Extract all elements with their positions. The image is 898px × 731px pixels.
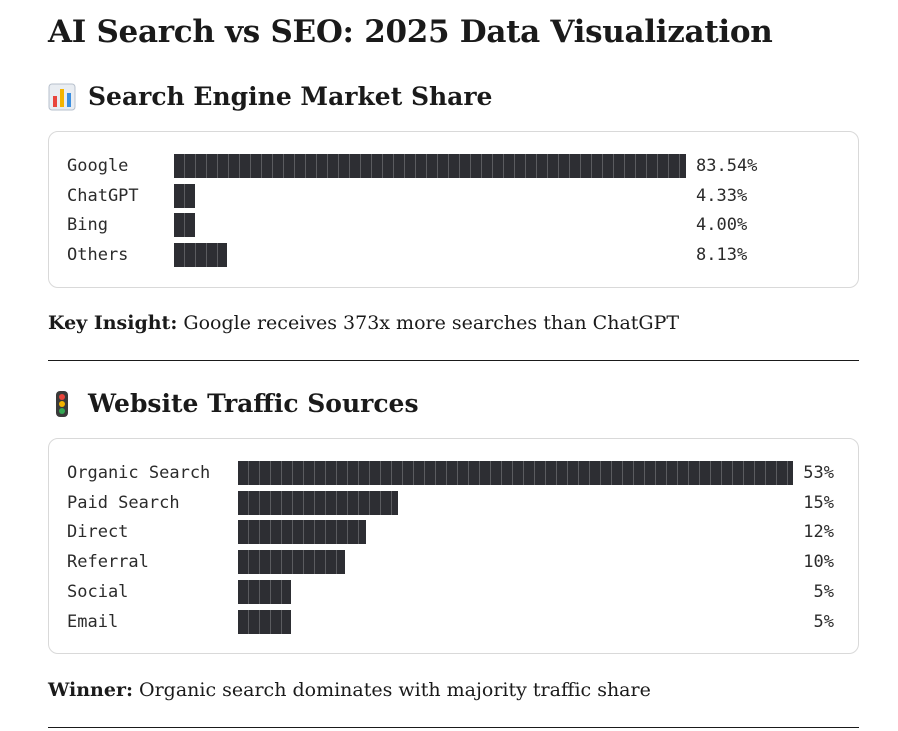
chart-row-label: Others: [67, 245, 129, 266]
traffic-light-icon: [48, 390, 78, 418]
chart-row-value: 5%: [813, 581, 834, 602]
chart-row: Others 8.13%: [49, 241, 858, 271]
chart-row: Social 5%: [49, 578, 858, 608]
chart-bar: [238, 609, 292, 634]
chart-row-value: 4.00%: [696, 215, 748, 236]
winner-text: Organic search dominates with majority t…: [132, 679, 651, 701]
chart-row: Direct 12%: [49, 518, 858, 548]
key-insight: Key Insight: Google receives 373x more s…: [48, 312, 679, 334]
chart-row: Referral 10%: [49, 548, 858, 578]
chart-row: Google 83.54%: [49, 152, 858, 182]
chart-row-label: Email: [67, 611, 119, 632]
chart-bar: [238, 461, 793, 485]
market-share-heading-text: Search Engine Market Share: [88, 82, 493, 111]
divider: [48, 360, 859, 361]
chart-row: Organic Search 53%: [49, 459, 858, 489]
key-insight-label: Key Insight:: [48, 312, 178, 334]
winner-label: Winner:: [48, 679, 133, 701]
chart-bar: [238, 490, 399, 515]
chart-row-label: Paid Search: [67, 492, 180, 513]
chart-bar: [238, 579, 292, 604]
chart-row-value: 4.33%: [696, 185, 748, 206]
key-insight-text: Google receives 373x more searches than …: [177, 312, 680, 334]
chart-bar: [238, 520, 367, 545]
chart-row-label: Organic Search: [67, 463, 211, 483]
divider: [48, 727, 859, 728]
chart-row: Email 5%: [49, 608, 858, 638]
chart-bar: [174, 154, 687, 178]
traffic-sources-heading-text: Website Traffic Sources: [88, 389, 419, 418]
market-share-heading: Search Engine Market Share: [48, 82, 492, 111]
chart-row-label: Social: [67, 581, 129, 602]
chart-row: Bing 4.00%: [49, 211, 858, 241]
chart-row-value: 8.13%: [696, 245, 748, 266]
bar-chart-icon: [48, 83, 78, 111]
chart-row-label: ChatGPT: [67, 185, 139, 206]
chart-row-label: Bing: [67, 215, 108, 236]
chart-row-value: 12%: [803, 522, 834, 543]
winner-note: Winner: Organic search dominates with ma…: [48, 679, 651, 701]
chart-row-value: 10%: [803, 552, 834, 573]
chart-row-label: Direct: [67, 522, 129, 543]
chart-row: Paid Search 15%: [49, 489, 858, 519]
chart-row-value: 5%: [813, 611, 834, 632]
traffic-sources-heading: Website Traffic Sources: [48, 389, 419, 418]
chart-row-value: 83.54%: [696, 156, 758, 176]
chart-row-label: Referral: [67, 552, 149, 573]
chart-row-label: Google: [67, 156, 129, 176]
chart-row-value: 53%: [803, 463, 834, 483]
chart-bar: [174, 183, 196, 208]
market-share-chart: Google 83.54% ChatGPT 4.33% Bing 4.00% Others 8…: [48, 131, 859, 288]
traffic-sources-chart: Organic Search 53% Paid Search 15% Direct 12%…: [48, 438, 859, 654]
chart-bar: [174, 213, 196, 238]
page-title: AI Search vs SEO: 2025 Data Visualizatio…: [48, 14, 773, 50]
chart-bar: [238, 550, 345, 575]
chart-bar: [174, 243, 228, 268]
chart-row-value: 15%: [803, 492, 834, 513]
chart-row: ChatGPT 4.33%: [49, 182, 858, 212]
